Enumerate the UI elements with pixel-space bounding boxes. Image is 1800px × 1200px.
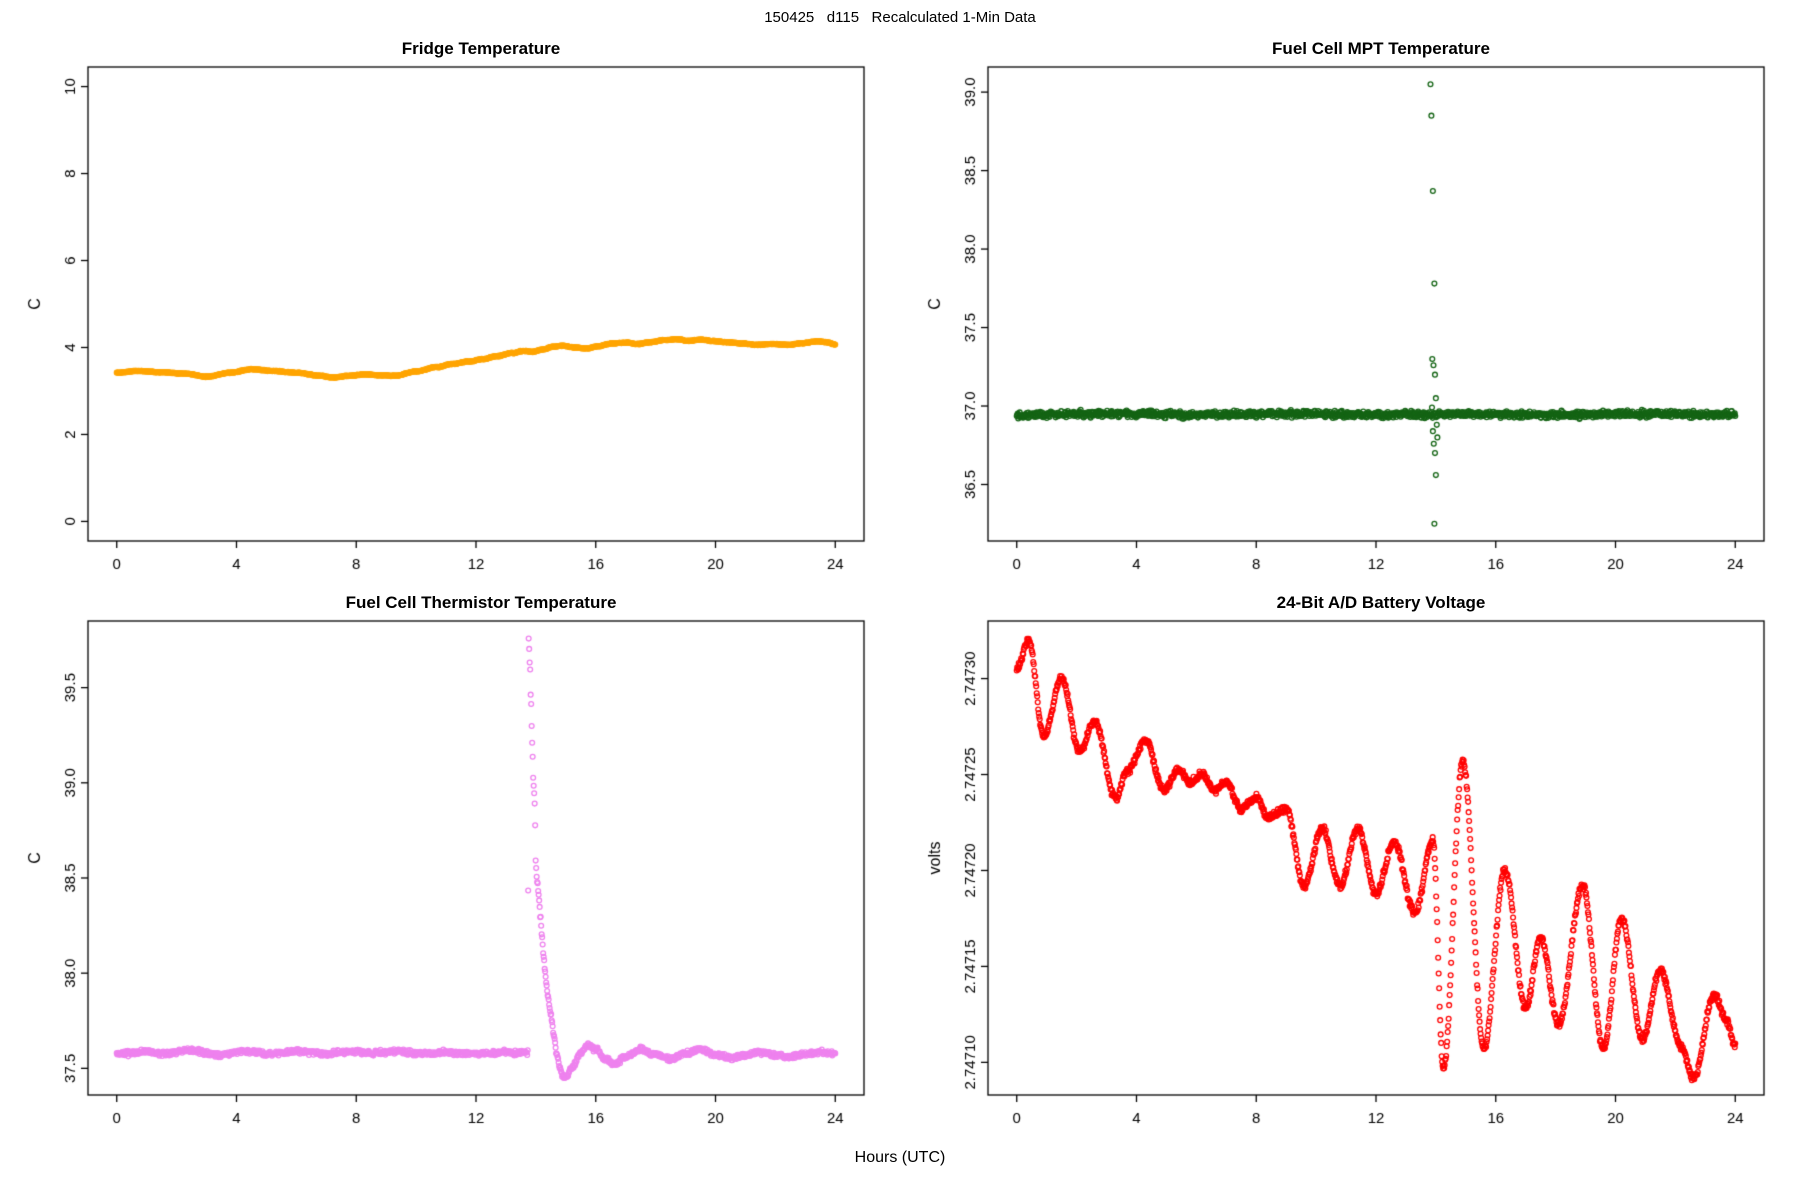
thermistor-chart-title: Fuel Cell Thermistor Temperature: [345, 593, 617, 612]
battery-voltage-plot: [910, 615, 1790, 1145]
fridge-temperature-plot: [10, 61, 890, 591]
panel-fuel-cell-thermistor-temperature: Fuel Cell Thermistor Temperature: [0, 591, 900, 1145]
fuel-cell-thermistor-plot: [10, 615, 890, 1145]
chart-grid: Fridge Temperature Fuel Cell MPT Tempera…: [0, 37, 1800, 1145]
fuel-cell-mpt-plot: [910, 61, 1790, 591]
mpt-chart-title: Fuel Cell MPT Temperature: [1272, 39, 1490, 58]
panel-fuel-cell-mpt-temperature: Fuel Cell MPT Temperature: [900, 37, 1800, 591]
figure-title: 150425 d115 Recalculated 1-Min Data: [764, 9, 1036, 26]
fridge-chart-title: Fridge Temperature: [401, 39, 561, 58]
shared-x-axis-label: Hours (UTC): [854, 1149, 946, 1166]
panel-battery-voltage: 24-Bit A/D Battery Voltage: [900, 591, 1800, 1145]
panel-fridge-temperature: Fridge Temperature: [0, 37, 900, 591]
battery-chart-title: 24-Bit A/D Battery Voltage: [1276, 593, 1486, 612]
